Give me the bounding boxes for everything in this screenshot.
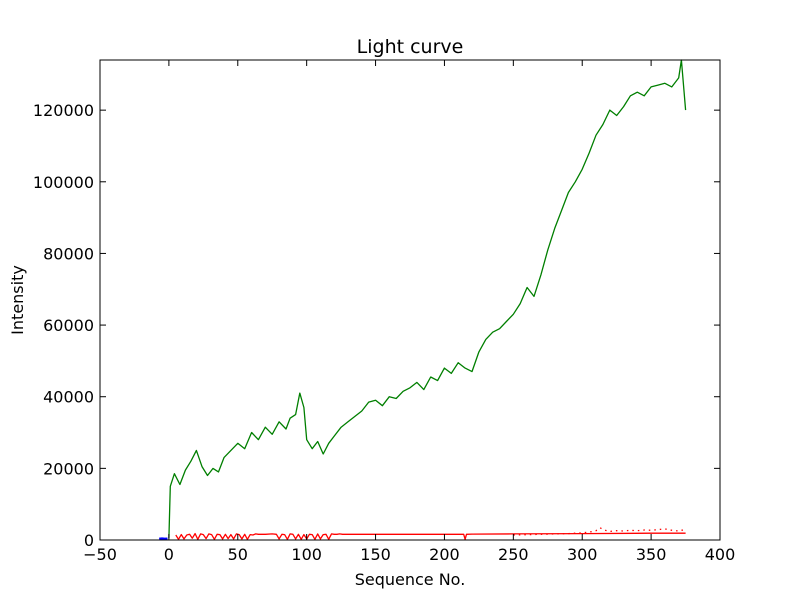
x-tick-label: −50 — [83, 545, 117, 564]
x-tick-label: 50 — [228, 545, 248, 564]
y-tick-label: 80000 — [43, 244, 94, 263]
x-tick-label: 350 — [636, 545, 667, 564]
x-tick-label: 150 — [360, 545, 391, 564]
y-tick-label: 0 — [84, 531, 94, 550]
x-tick-label: 250 — [498, 545, 529, 564]
y-tick-label: 100000 — [33, 173, 94, 192]
tick-labels-layer: −50 0 50 100 150 200 250 300 350 4000200004000060… — [33, 101, 735, 564]
y-tick-label: 60000 — [43, 316, 94, 335]
x-tick-label: 400 — [705, 545, 736, 564]
chart-title: Light curve — [357, 36, 464, 58]
x-tick-label: 100 — [291, 545, 322, 564]
series-line-1 — [175, 532, 686, 540]
x-tick-label: 200 — [429, 545, 460, 564]
ticks-layer — [99, 60, 721, 541]
plot-frame — [99, 59, 721, 541]
series-line-0 — [168, 59, 687, 539]
y-axis-label: Intensity — [8, 265, 27, 335]
x-tick-label: 0 — [164, 545, 174, 564]
series-layer — [159, 59, 687, 541]
y-tick-label: 40000 — [43, 388, 94, 407]
x-axis-label: Sequence No. — [355, 570, 466, 589]
y-tick-label: 120000 — [33, 101, 94, 120]
x-tick-label: 300 — [567, 545, 598, 564]
y-tick-label: 20000 — [43, 459, 94, 478]
